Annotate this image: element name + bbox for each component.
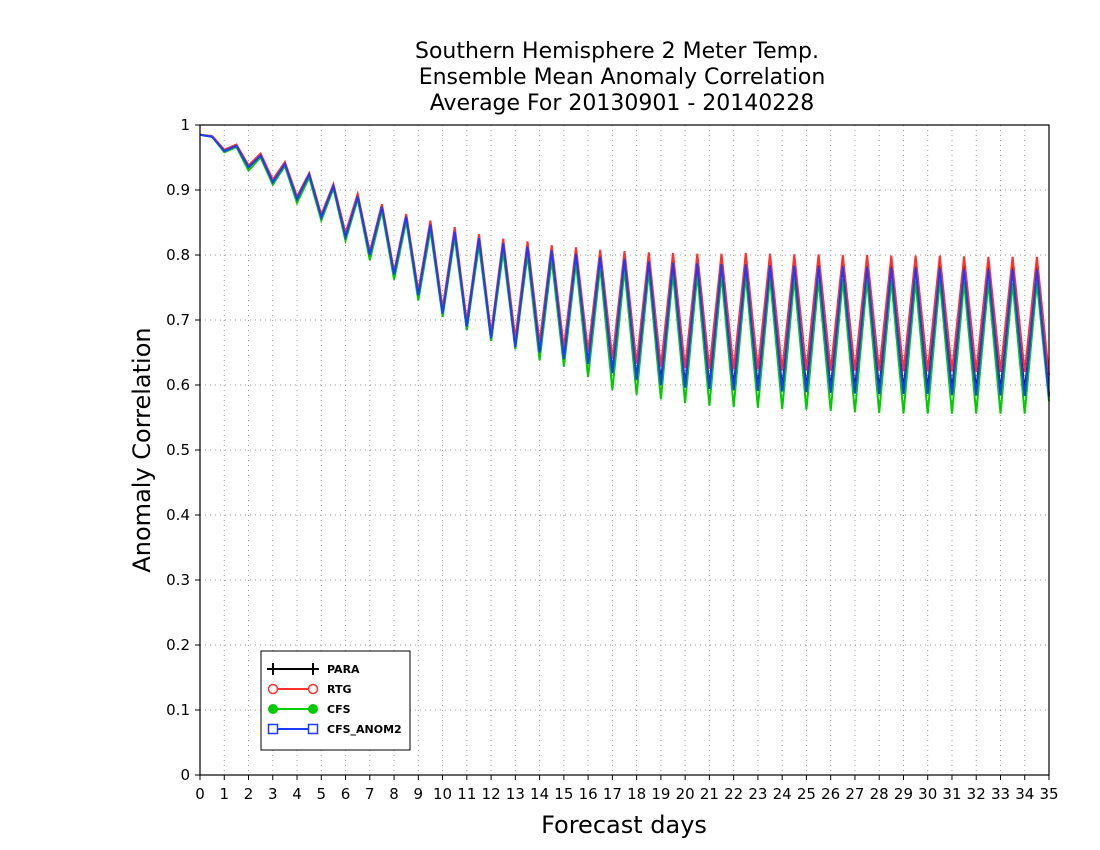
x-tick-label: 22: [724, 785, 743, 803]
y-tick-label: 0.2: [166, 636, 190, 654]
x-tick-label: 21: [700, 785, 719, 803]
y-tick-label: 0.9: [166, 181, 190, 199]
x-tick-label: 23: [748, 785, 767, 803]
legend-label-rtg: RTG: [327, 683, 352, 696]
x-tick-label: 33: [991, 785, 1010, 803]
x-tick-label: 12: [482, 785, 501, 803]
x-tick-label: 17: [603, 785, 622, 803]
x-tick-label: 13: [506, 785, 525, 803]
x-tick-label: 14: [530, 785, 549, 803]
legend-marker-open-square: [307, 723, 319, 735]
x-tick-label: 16: [579, 785, 598, 803]
y-tick-label: 0.3: [166, 571, 190, 589]
y-tick-label: 0.8: [166, 246, 190, 264]
legend: PARA RTG CFS CFS_ANOM2: [260, 650, 411, 751]
y-tick-label: 0.1: [166, 701, 190, 719]
legend-box: [260, 650, 411, 751]
y-tick-label: 0.4: [166, 506, 190, 524]
grid-lines: [200, 125, 1049, 775]
series-lines: [199, 133, 1050, 414]
x-tick-label: 0: [195, 785, 205, 803]
x-tick-label: 8: [389, 785, 399, 803]
x-tick-label: 24: [773, 785, 792, 803]
x-tick-label: 19: [651, 785, 670, 803]
x-tick-label: 27: [845, 785, 864, 803]
chart-title-line-1: Southern Hemisphere 2 Meter Temp.: [415, 39, 819, 64]
legend-marker-open-circle: [307, 683, 319, 695]
y-tick-label: 1: [180, 116, 190, 134]
x-tick-label: 25: [797, 785, 816, 803]
y-tick-label: 0.7: [166, 311, 190, 329]
legend-marker-plus: [307, 663, 319, 675]
legend-marker-filled-circle: [268, 704, 278, 714]
x-tick-label: 15: [554, 785, 573, 803]
legend-label-para: PARA: [327, 663, 360, 676]
y-tick-label: 0.6: [166, 376, 190, 394]
series-line-cfs-anom2: [199, 133, 1050, 397]
y-tick-label: 0: [180, 766, 190, 784]
x-tick-label: 11: [457, 785, 476, 803]
x-tick-label: 4: [292, 785, 302, 803]
x-tick-label: 6: [341, 785, 351, 803]
legend-marker-plus: [267, 663, 279, 675]
plot-frame: [199, 124, 1050, 776]
x-tick-label: 10: [433, 785, 452, 803]
chart-title-line-3: Average For 20130901 - 20140228: [430, 91, 815, 116]
legend-marker-open-square: [267, 723, 279, 735]
legend-marker-filled-circle: [308, 704, 318, 714]
axis-ticks: 0 1 2 3 4 5 6 7 8 9 10 11 12 13 14 15 16 17 18 19 20 21 22 23 24…: [166, 116, 1058, 803]
x-tick-label: 26: [821, 785, 840, 803]
x-tick-label: 30: [918, 785, 937, 803]
chart-title-line-2: Ensemble Mean Anomaly Correlation: [419, 65, 826, 90]
x-tick-label: 32: [967, 785, 986, 803]
y-tick-label: 0.5: [166, 441, 190, 459]
x-tick-label: 35: [1039, 785, 1058, 803]
x-tick-label: 29: [894, 785, 913, 803]
legend-marker-open-circle: [267, 683, 279, 695]
x-tick-label: 31: [942, 785, 961, 803]
x-tick-label: 28: [870, 785, 889, 803]
legend-label-cfs-anom2: CFS_ANOM2: [327, 723, 402, 736]
x-tick-label: 7: [365, 785, 375, 803]
y-axis-label: Anomaly Correlation: [128, 327, 156, 572]
x-tick-label: 20: [676, 785, 695, 803]
x-axis-label: Forecast days: [541, 811, 707, 839]
x-tick-label: 18: [627, 785, 646, 803]
x-tick-label: 1: [219, 785, 229, 803]
legend-label-cfs: CFS: [327, 703, 351, 716]
x-tick-label: 3: [268, 785, 278, 803]
series-line-cfs: [199, 133, 1050, 414]
x-tick-label: 9: [414, 785, 424, 803]
x-tick-label: 2: [244, 785, 254, 803]
x-tick-label: 5: [317, 785, 327, 803]
x-tick-label: 34: [1015, 785, 1034, 803]
